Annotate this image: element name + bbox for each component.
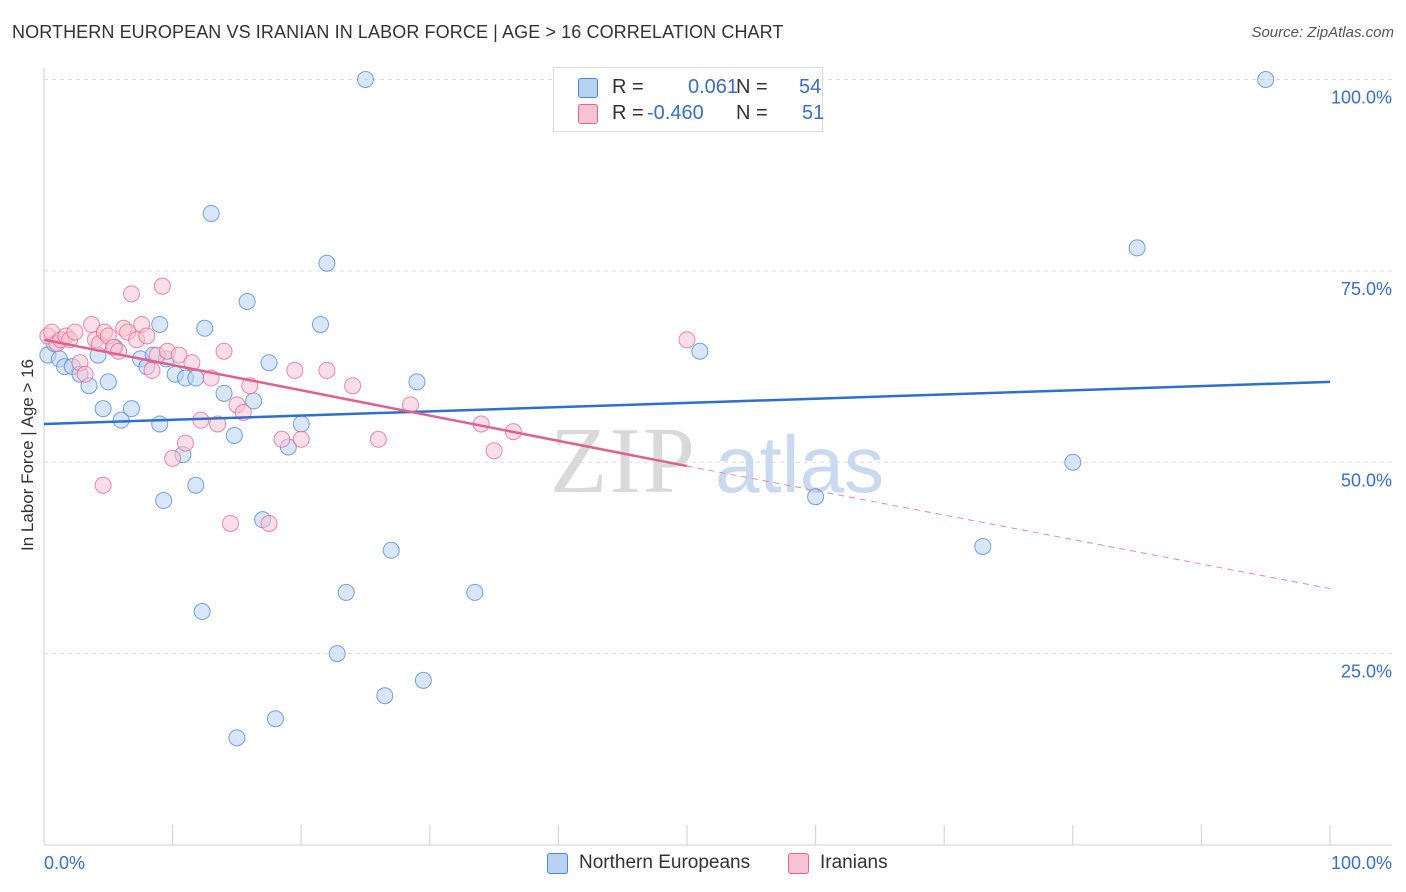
northern-point-47: [691, 342, 709, 360]
iranian-point-15: [110, 342, 128, 360]
gridlines: [44, 79, 1392, 655]
bottom-legend-swatch-iranian: [788, 853, 809, 874]
northern-point-46: [466, 583, 484, 601]
axes: [43, 68, 1392, 846]
iranian-point-26: [164, 449, 182, 467]
trend-lines: [43, 338, 1331, 590]
northern-point-30: [238, 292, 256, 310]
series-iranians: [39, 277, 696, 532]
trend-line-northern: [43, 380, 1331, 426]
northern-point-16: [151, 415, 169, 433]
northern-point-18: [151, 315, 169, 333]
iranian-point-50: [678, 331, 696, 349]
iranian-point-6: [66, 323, 84, 341]
iranian-point-22: [143, 361, 161, 379]
northern-point-34: [266, 710, 284, 728]
iranian-point-34: [221, 514, 239, 532]
northern-point-51: [1128, 239, 1146, 257]
tick-labels: 25.0% 50.0% 75.0% 100.0% 0.0% 100.0%: [44, 88, 1392, 874]
legend-r-value-northern: 0.061: [688, 76, 739, 98]
northern-point-9: [99, 373, 117, 391]
legend-n-label-northern: N =: [736, 76, 768, 98]
iranian-point-44: [369, 430, 387, 448]
correlation-legend: R = 0.061 N = 54 R = -0.460 N = 51: [553, 67, 825, 132]
northern-point-26: [196, 319, 214, 337]
y-tick-label-25: 25.0%: [1341, 662, 1392, 682]
northern-point-49: [974, 537, 992, 555]
northern-point-12: [122, 400, 140, 418]
northern-point-36: [292, 415, 310, 433]
trend-line-iranian: [43, 338, 688, 468]
northern-point-42: [376, 687, 394, 705]
northern-point-40: [337, 583, 355, 601]
northern-point-37: [311, 315, 329, 333]
northern-point-33: [260, 354, 278, 372]
iranian-point-28: [176, 434, 194, 452]
northern-point-8: [94, 400, 112, 418]
northern-point-52: [1257, 71, 1275, 88]
legend-r-label-iranian: R =: [612, 102, 644, 124]
watermark-zip: ZIP: [550, 409, 697, 513]
iranian-point-27: [170, 346, 188, 364]
source-label: Source: ZipAtlas.com: [1251, 24, 1394, 41]
iranian-point-24: [153, 277, 171, 295]
northern-point-27: [202, 204, 220, 222]
northern-point-50: [1064, 453, 1082, 471]
northern-point-17: [155, 492, 173, 510]
iranian-point-47: [485, 442, 503, 460]
iranian-point-38: [260, 514, 278, 532]
northern-point-38: [318, 254, 336, 272]
northern-point-53: [228, 729, 246, 747]
legend-n-value-northern: 54: [799, 76, 822, 98]
iranian-point-43: [344, 377, 362, 395]
iranian-point-49: [94, 476, 112, 494]
legend-n-label-iranian: N =: [736, 102, 768, 124]
iranian-point-41: [292, 430, 310, 448]
x-tick-label-min: 0.0%: [44, 853, 85, 873]
legend-r-value-iranian: -0.460: [647, 102, 704, 124]
x-tick-label-max: 100.0%: [1331, 853, 1392, 873]
northern-point-23: [187, 369, 205, 387]
bottom-legend-label-iranian: Iranians: [820, 852, 888, 873]
legend-swatch-iranian: [578, 104, 598, 124]
northern-point-43: [382, 541, 400, 559]
watermark: ZIP atlas: [550, 409, 884, 513]
northern-point-45: [414, 671, 432, 689]
bottom-legend-label-northern: Northern Europeans: [579, 852, 751, 873]
legend-n-value-iranian: 51: [802, 102, 825, 124]
northern-point-44: [408, 373, 426, 391]
iranian-point-29: [183, 354, 201, 372]
y-tick-label-100: 100.0%: [1331, 88, 1392, 108]
iranian-point-18: [122, 285, 140, 303]
watermark-atlas: atlas: [715, 420, 884, 509]
northern-point-39: [328, 645, 346, 663]
y-tick-label-50: 50.0%: [1341, 470, 1392, 490]
iranian-point-42: [318, 361, 336, 379]
iranian-point-21: [138, 327, 156, 345]
northern-point-25: [193, 603, 211, 621]
iranian-point-33: [215, 342, 233, 360]
legend-r-label-northern: R =: [612, 76, 644, 98]
bottom-legend-swatch-northern: [547, 853, 568, 874]
northern-point-28: [215, 384, 233, 402]
chart-title: NORTHERN EUROPEAN VS IRANIAN IN LABOR FO…: [12, 22, 784, 42]
northern-point-24: [187, 476, 205, 494]
northern-point-41: [357, 71, 374, 88]
northern-point-29: [225, 426, 243, 444]
iranian-point-40: [286, 361, 304, 379]
legend-swatch-northern: [578, 78, 598, 98]
iranian-point-32: [209, 415, 227, 433]
iranian-point-39: [273, 430, 291, 448]
northern-point-48: [807, 488, 825, 506]
iranian-point-8: [76, 365, 94, 383]
y-tick-label-75: 75.0%: [1341, 279, 1392, 299]
